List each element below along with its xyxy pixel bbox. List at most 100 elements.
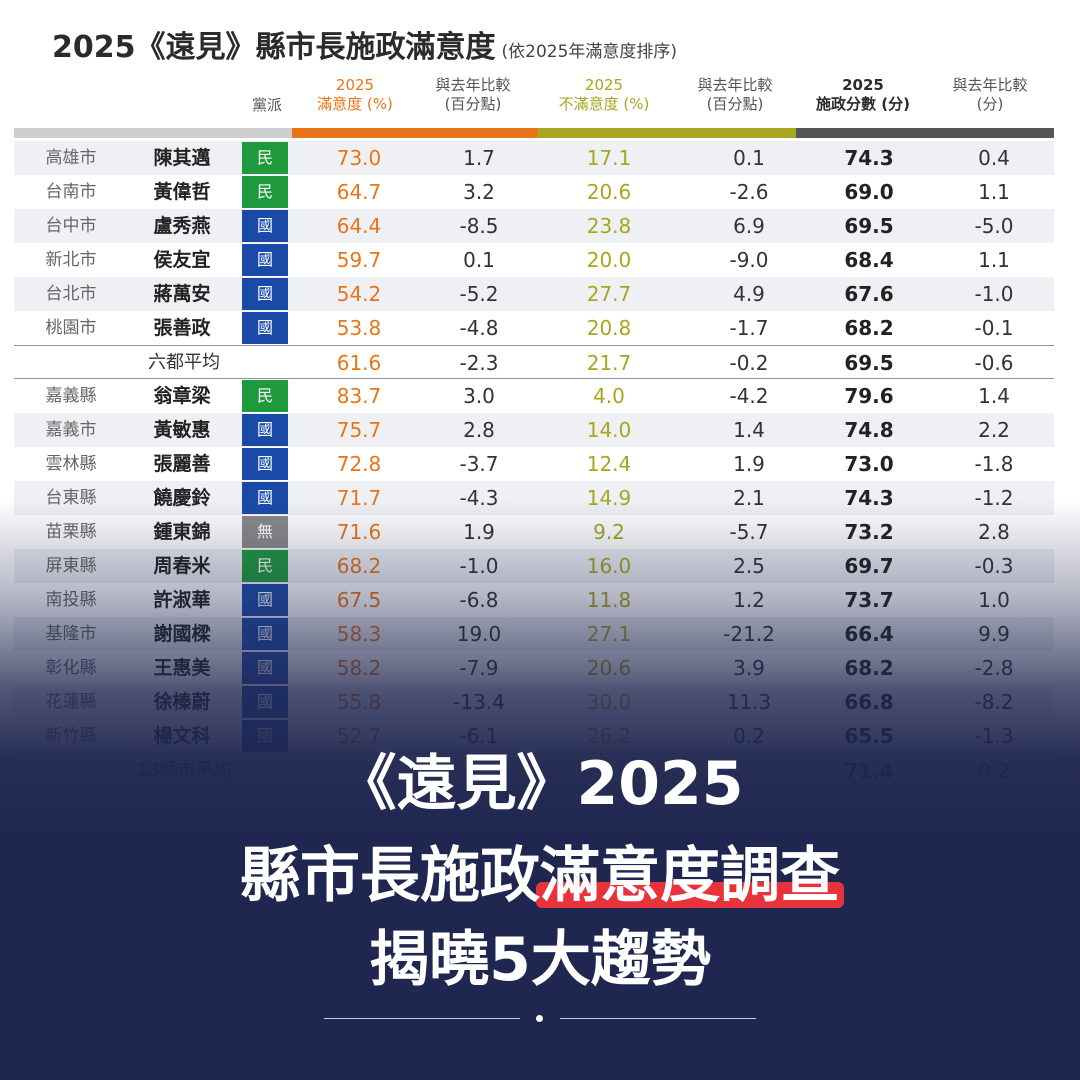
mayor-name: 侯友宜	[153, 249, 211, 271]
city-name: 新北市	[45, 250, 97, 270]
header-satisfaction-diff: 與去年比較 (百分點)	[418, 76, 528, 128]
satisfaction-diff: -4.8	[459, 316, 499, 340]
dissatisfaction-value: 30.0	[586, 690, 632, 714]
mayor-name: 許淑華	[153, 589, 211, 611]
header-dissatisfaction-diff: 與去年比較 (百分點)	[680, 76, 790, 128]
mayor-name: 謝國樑	[153, 623, 211, 645]
score-diff: 1.1	[978, 180, 1010, 204]
score-value: 74.3	[844, 146, 894, 170]
satisfaction-diff: 3.2	[463, 180, 495, 204]
mayor-name: 張麗善	[153, 453, 211, 475]
score-value: 68.2	[844, 316, 894, 340]
average-label: 六都平均	[148, 352, 220, 373]
mayor-name: 周春米	[153, 555, 211, 577]
dissatisfaction-diff: -0.2	[729, 351, 769, 375]
table-row: 高雄市 陳其邁 民 73.0 1.7 17.1 0.1 74.3 0.4	[14, 141, 1054, 175]
header-satisfaction: 2025 滿意度 (%)	[300, 76, 410, 128]
satisfaction-value: 61.6	[336, 351, 382, 375]
city-name: 桃園市	[45, 318, 97, 338]
city-name: 台南市	[45, 182, 97, 202]
chart-title: 2025《遠見》縣市長施政滿意度 (依2025年滿意度排序)	[52, 22, 677, 66]
mayor-name: 饒慶鈴	[153, 487, 211, 509]
city-name: 雲林縣	[45, 454, 97, 474]
score-diff: -2.8	[974, 656, 1014, 680]
city-name: 花蓮縣	[45, 692, 97, 712]
satisfaction-value: 58.3	[336, 622, 382, 646]
dissatisfaction-diff: 6.9	[733, 214, 765, 238]
party-badge: 國	[242, 278, 288, 310]
header-dissatisfaction-year: 2025	[584, 76, 624, 94]
table-row: 台南市 黃偉哲 民 64.7 3.2 20.6 -2.6 69.0 1.1	[14, 175, 1054, 209]
dissatisfaction-value: 23.8	[586, 214, 632, 238]
party-badge: 無	[242, 516, 288, 548]
party-badge: 國	[242, 210, 288, 242]
satisfaction-diff: -7.9	[459, 656, 499, 680]
satisfaction-value: 73.0	[336, 146, 382, 170]
city-name: 嘉義市	[45, 420, 97, 440]
city-name: 屏東縣	[45, 556, 97, 576]
dissatisfaction-diff: -1.7	[729, 316, 769, 340]
dissatisfaction-value: 27.1	[586, 622, 632, 646]
dissatisfaction-diff: 2.5	[733, 554, 765, 578]
mayor-name: 盧秀燕	[153, 215, 211, 237]
dissatisfaction-diff: 1.4	[733, 418, 765, 442]
table-row: 嘉義縣 翁章梁 民 83.7 3.0 4.0 -4.2 79.6 1.4	[14, 379, 1054, 413]
dissatisfaction-diff: 1.9	[733, 452, 765, 476]
score-diff: -1.2	[974, 486, 1014, 510]
header-dissatisfaction-label: 不滿意度 (%)	[558, 95, 650, 113]
dissatisfaction-value: 14.9	[586, 486, 632, 510]
dissatisfaction-value: 27.7	[586, 282, 632, 306]
city-name: 嘉義縣	[45, 386, 97, 406]
table-row: 雲林縣 張麗善 國 72.8 -3.7 12.4 1.9 73.0 -1.8	[14, 447, 1054, 481]
dissatisfaction-diff: -21.2	[723, 622, 775, 646]
satisfaction-value: 64.7	[336, 180, 382, 204]
dissatisfaction-diff: 2.1	[733, 486, 765, 510]
satisfaction-diff: -5.2	[459, 282, 499, 306]
table-row: 新北市 侯友宜 國 59.7 0.1 20.0 -9.0 68.4 1.1	[14, 243, 1054, 277]
party-badge: 國	[242, 618, 288, 650]
table-row: 南投縣 許淑華 國 67.5 -6.8 11.8 1.2 73.7 1.0	[14, 583, 1054, 617]
chart-title-text: 2025《遠見》縣市長施政滿意度	[52, 30, 496, 65]
table-row: 台中市 盧秀燕 國 64.4 -8.5 23.8 6.9 69.5 -5.0	[14, 209, 1054, 243]
score-value: 69.7	[844, 554, 894, 578]
dissatisfaction-diff: 3.9	[733, 656, 765, 680]
satisfaction-value: 64.4	[336, 214, 382, 238]
satisfaction-value: 67.5	[336, 588, 382, 612]
dissatisfaction-value: 20.0	[586, 248, 632, 272]
dissatisfaction-diff: -2.6	[729, 180, 769, 204]
dissatisfaction-diff: -4.2	[729, 384, 769, 408]
satisfaction-diff: -4.3	[459, 486, 499, 510]
party-badge: 民	[242, 380, 288, 412]
headline-line2-text: 縣市長施政	[240, 841, 540, 911]
table-row: 台東縣 饒慶鈴 國 71.7 -4.3 14.9 2.1 74.3 -1.2	[14, 481, 1054, 515]
mayor-name: 張善政	[153, 317, 211, 339]
party-badge: 國	[242, 414, 288, 446]
dissatisfaction-value: 11.8	[586, 588, 632, 612]
party-badge: 國	[242, 652, 288, 684]
header-score-diff-line1: 與去年比較	[952, 76, 1028, 94]
party-badge: 國	[242, 244, 288, 276]
satisfaction-value: 59.7	[336, 248, 382, 272]
header-satisfaction-label: 滿意度 (%)	[317, 95, 393, 113]
dissatisfaction-value: 20.8	[586, 316, 632, 340]
satisfaction-value: 83.7	[336, 384, 382, 408]
satisfaction-diff: -1.0	[459, 554, 499, 578]
satisfaction-diff: 1.9	[463, 520, 495, 544]
table-row: 台北市 蔣萬安 國 54.2 -5.2 27.7 4.9 67.6 -1.0	[14, 277, 1054, 311]
city-name: 高雄市	[45, 148, 97, 168]
headline-highlight: 滿意度調查	[536, 838, 844, 914]
score-diff: 2.2	[978, 418, 1010, 442]
mayor-name: 黃敏惠	[153, 419, 211, 441]
divider-left	[324, 1018, 520, 1019]
table-row: 屏東縣 周春米 民 68.2 -1.0 16.0 2.5 69.7 -0.3	[14, 549, 1054, 583]
dissatisfaction-diff: -9.0	[729, 248, 769, 272]
satisfaction-diff: 0.1	[463, 248, 495, 272]
satisfaction-diff: -2.3	[459, 351, 499, 375]
score-value: 69.5	[844, 351, 894, 375]
satisfaction-diff: 19.0	[456, 622, 502, 646]
city-name: 彰化縣	[45, 658, 97, 678]
divider-right	[560, 1018, 756, 1019]
satisfaction-diff: -6.8	[459, 588, 499, 612]
party-badge: 國	[242, 686, 288, 718]
dissatisfaction-diff: -5.7	[729, 520, 769, 544]
